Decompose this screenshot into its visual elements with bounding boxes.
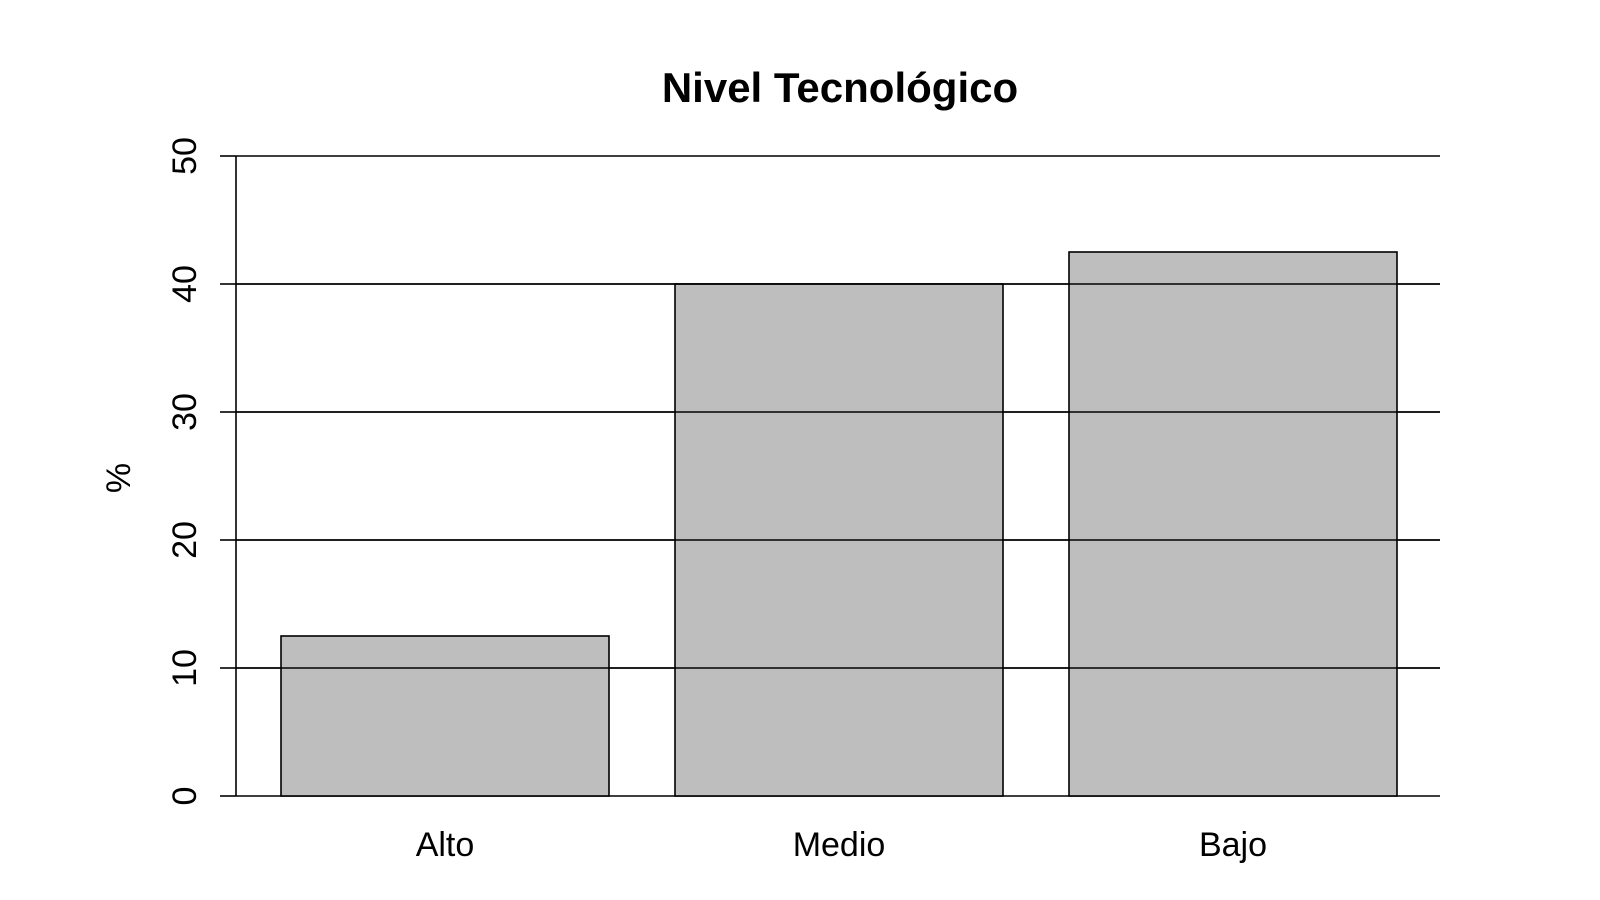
y-tick-label-30: 30 bbox=[166, 393, 204, 431]
x-axis-category-labels: Alto Medio Bajo bbox=[416, 826, 1267, 864]
y-axis: 0 10 20 30 40 50 bbox=[166, 137, 237, 806]
bar-bajo bbox=[1068, 251, 1398, 797]
y-axis-label: % bbox=[100, 463, 138, 493]
x-category-label-medio: Medio bbox=[793, 826, 886, 864]
chart-title: Nivel Tecnológico bbox=[662, 64, 1018, 111]
bar-alto bbox=[280, 635, 610, 797]
x-category-label-alto: Alto bbox=[416, 826, 475, 864]
y-tick-label-50: 50 bbox=[166, 137, 204, 175]
bars bbox=[236, 251, 1440, 797]
y-tick-label-40: 40 bbox=[166, 265, 204, 303]
y-tick-label-0: 0 bbox=[166, 787, 204, 806]
y-tick-label-20: 20 bbox=[166, 521, 204, 559]
x-category-label-bajo: Bajo bbox=[1199, 826, 1267, 864]
y-tick-label-10: 10 bbox=[166, 649, 204, 687]
